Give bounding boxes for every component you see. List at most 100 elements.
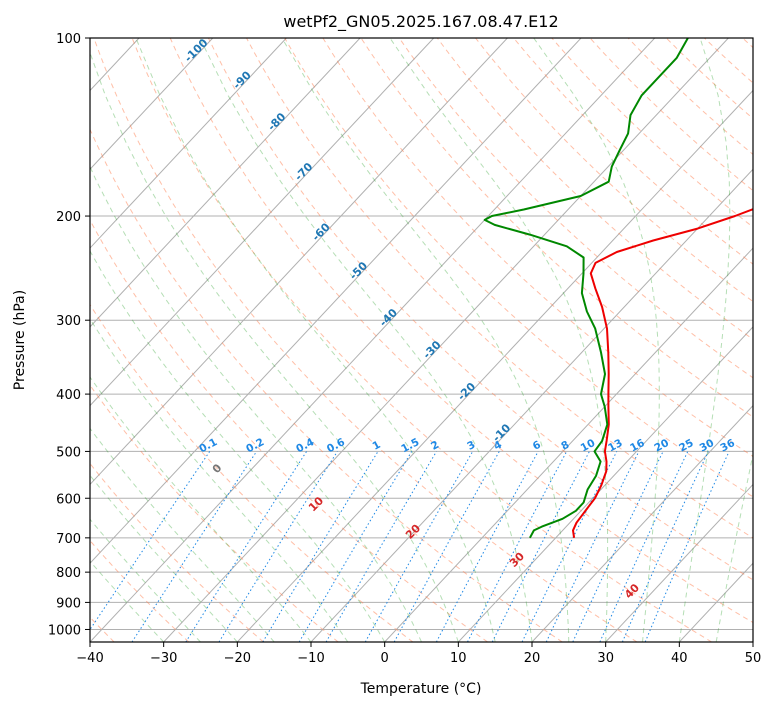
mixing-ratio-line — [262, 451, 379, 642]
x-tick-label: 0 — [381, 651, 389, 666]
mixing-ratio-label: 0.6 — [325, 436, 347, 455]
dewpoint-profile-line — [483, 38, 689, 539]
isotherm-line — [90, 38, 287, 249]
dry-adiabat-label: 30 — [507, 550, 527, 570]
moist-adiabat-line — [90, 518, 201, 642]
dry-adiabat-line — [90, 462, 264, 642]
y-tick-label: 400 — [56, 388, 81, 403]
moist-adiabat-line — [90, 560, 165, 642]
dry-adiabat-line — [704, 38, 753, 84]
y-axis-label: Pressure (hPa) — [12, 290, 28, 390]
isotherm-line — [90, 38, 582, 564]
mixing-ratio-label: 0.1 — [197, 436, 219, 455]
mixing-ratio-line — [218, 451, 338, 642]
y-tick-label: 100 — [56, 32, 81, 47]
isotherm-line — [678, 562, 753, 642]
mixing-ratio-line — [185, 451, 308, 642]
moist-adiabat-line — [199, 38, 533, 642]
x-tick-label: 30 — [597, 651, 614, 666]
mixing-ratio-line — [393, 451, 500, 642]
y-tick-label: 900 — [56, 596, 81, 611]
dry-adiabat-line — [475, 38, 753, 303]
dry-adiabat-label: 40 — [622, 581, 642, 601]
moist-adiabat-line — [90, 51, 459, 642]
x-tick-label: 50 — [745, 651, 762, 666]
mixing-ratio-label: 1 — [371, 439, 383, 453]
isotherm-label: -50 — [347, 259, 370, 282]
dry-adiabat-line — [665, 38, 753, 120]
moist-adiabat-line — [715, 451, 753, 642]
isotherm-line — [384, 247, 753, 642]
dry-adiabat-line — [90, 303, 414, 642]
isotherm-line — [531, 404, 753, 642]
moist-adiabat-line — [90, 427, 275, 642]
isotherm-line — [90, 38, 214, 171]
mixing-ratio-line — [621, 451, 709, 642]
background-lines — [0, 38, 753, 642]
y-tick-label: 800 — [56, 566, 81, 581]
plot-frame — [89, 37, 754, 643]
y-tick-label: 500 — [56, 445, 81, 460]
isotherm-label: -80 — [265, 110, 288, 133]
x-tick-label: −10 — [297, 651, 324, 666]
moist-adiabat-line — [678, 38, 731, 642]
dry-adiabat-line — [90, 128, 563, 642]
mixing-ratio-line — [467, 451, 568, 642]
x-tick-label: −30 — [150, 651, 177, 666]
x-tick-label: −20 — [224, 651, 251, 666]
dry-adiabat-line — [398, 38, 753, 379]
mixing-ratio-line — [491, 451, 590, 642]
y-tick-label: 600 — [56, 492, 81, 507]
isotherm-line — [0, 38, 65, 642]
x-tick-label: −40 — [76, 651, 103, 666]
dry-adiabat-line — [589, 38, 753, 192]
dry-adiabat-line — [436, 38, 753, 341]
dry-adiabat-line — [360, 38, 753, 418]
isotherm-line — [90, 38, 508, 486]
profile-series — [483, 38, 753, 539]
dry-adiabat-line — [131, 38, 712, 642]
isotherm-line — [752, 641, 753, 642]
mixing-ratio-line — [435, 451, 539, 642]
mixing-ratio-line — [298, 451, 413, 642]
isotherm-line — [90, 38, 656, 642]
isotherm-line — [90, 38, 435, 407]
isotherm-label: -30 — [420, 338, 443, 361]
mixing-ratio-line — [644, 451, 730, 642]
chart-title: wetPf2_GN05.2025.167.08.47.E12 — [283, 12, 558, 32]
y-tick-label: 300 — [56, 314, 81, 329]
isotherm-label: -60 — [310, 220, 333, 243]
mixing-ratio-line — [364, 451, 474, 642]
isotherm-line — [90, 38, 361, 328]
moist-adiabat-line — [90, 318, 349, 642]
moist-adiabat-line — [533, 38, 660, 642]
dry-adiabat-line — [246, 38, 753, 539]
mixing-ratio-label: 6 — [531, 439, 543, 453]
dry-adiabat-line — [742, 38, 753, 49]
moist-adiabat-line — [752, 639, 753, 642]
dry-adiabat-line — [90, 539, 190, 642]
dry-adiabat-line — [284, 38, 753, 498]
isotherm-label: -70 — [292, 160, 315, 183]
mixing-ratio-label: 0.4 — [294, 436, 316, 455]
x-tick-label: 10 — [450, 651, 467, 666]
isotherm-line — [457, 326, 753, 642]
isotherm-label: -20 — [455, 380, 478, 403]
dry-adiabat-line — [169, 38, 753, 624]
mixing-ratio-line — [545, 451, 640, 642]
x-axis-label: Temperature (°C) — [360, 681, 482, 697]
axes: −40 −30 −20 −10 0 10 20 30 40 5010020030040050060… — [48, 32, 761, 666]
moist-adiabat-line — [281, 38, 570, 642]
dry-adiabat-line — [551, 38, 753, 228]
moist-adiabat-line — [90, 165, 422, 642]
dry-adiabat-line — [90, 219, 488, 642]
moist-adiabat-line — [90, 474, 238, 642]
mixing-ratio-label: 0.2 — [244, 436, 266, 455]
isotherm-label: -40 — [377, 306, 400, 329]
isotherm-line — [605, 483, 753, 642]
moist-adiabat-line — [90, 250, 386, 642]
mixing-ratio-line — [599, 451, 689, 642]
mixing-ratio-line — [325, 451, 437, 642]
isotherm-line — [236, 89, 753, 642]
